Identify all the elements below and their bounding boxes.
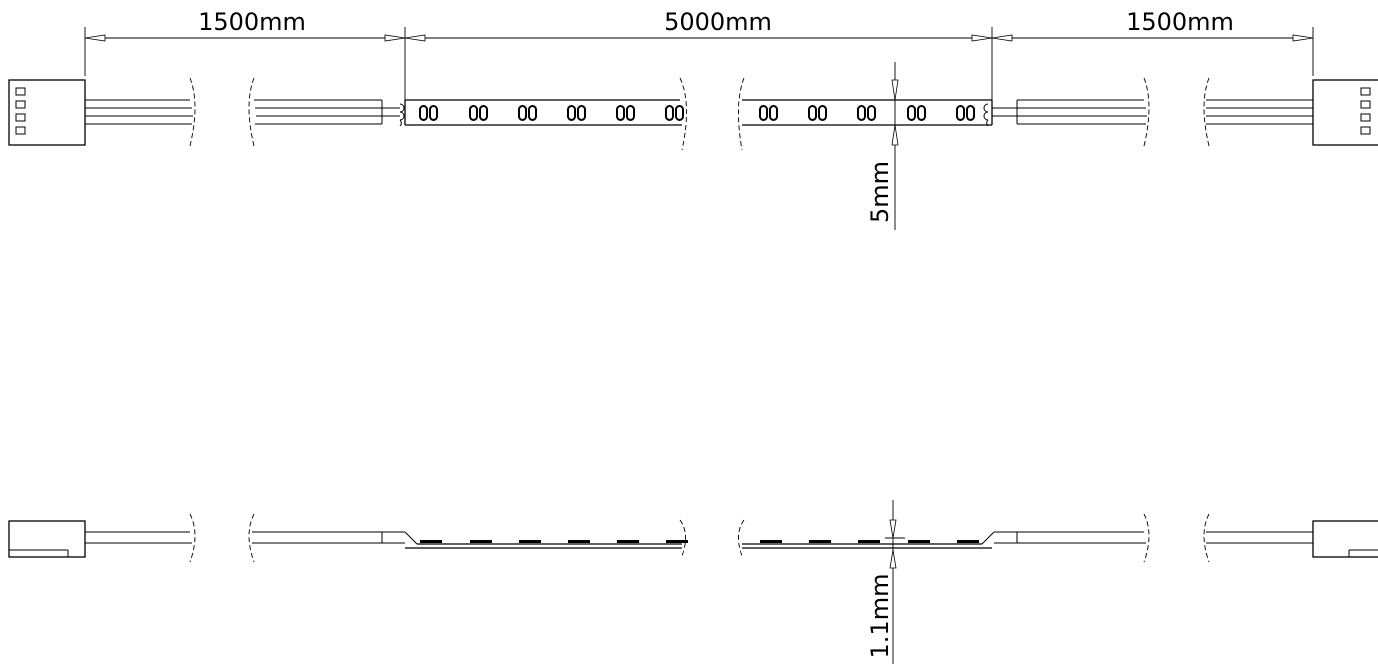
right-connector-side bbox=[1312, 520, 1378, 558]
led-chip bbox=[857, 105, 876, 121]
left-lead-wires bbox=[85, 77, 405, 147]
strip-width-label: 5mm bbox=[866, 161, 894, 223]
led-chip bbox=[469, 105, 488, 121]
led-chips-side-right bbox=[760, 540, 979, 543]
led-chip bbox=[419, 105, 438, 121]
led-chip bbox=[665, 105, 684, 121]
lead-left-length-label: 1500mm bbox=[198, 8, 306, 36]
top-view: 1500mm 5000mm 1500mm bbox=[8, 8, 1378, 230]
right-lead-side bbox=[994, 513, 1313, 563]
led-chip bbox=[567, 105, 586, 121]
right-lead-wires bbox=[983, 77, 1313, 147]
led-chip-side bbox=[809, 540, 831, 543]
led-chip bbox=[616, 105, 635, 121]
length-dimension-lines bbox=[84, 27, 1314, 100]
strip-segment-left bbox=[404, 77, 687, 151]
led-chips-right bbox=[759, 105, 975, 121]
width-dimension bbox=[891, 62, 899, 230]
strip-thickness-label: 1.1mm bbox=[866, 574, 894, 659]
strip-length-label: 5000mm bbox=[664, 8, 772, 36]
left-connector-side bbox=[8, 520, 86, 558]
led-chip bbox=[956, 105, 975, 121]
led-chip-side bbox=[519, 540, 541, 543]
led-chips-left bbox=[419, 105, 684, 121]
led-chip bbox=[759, 105, 778, 121]
led-chip-side bbox=[858, 540, 880, 543]
led-chip bbox=[808, 105, 827, 121]
left-connector bbox=[8, 79, 86, 146]
left-lead-side bbox=[85, 513, 405, 563]
led-chip-side bbox=[568, 540, 590, 543]
led-chip-side bbox=[760, 540, 782, 543]
thickness-dimension bbox=[885, 500, 905, 664]
strip-side-right bbox=[738, 519, 995, 557]
led-chip bbox=[518, 105, 537, 121]
led-chip-side bbox=[420, 540, 442, 543]
led-chip-side bbox=[908, 540, 930, 543]
side-view: 1.1mm bbox=[8, 500, 1378, 664]
led-chip bbox=[907, 105, 926, 121]
right-connector bbox=[1312, 79, 1378, 146]
strip-segment-right bbox=[737, 77, 993, 151]
led-chip-side bbox=[666, 540, 688, 543]
led-chip-side bbox=[957, 540, 979, 543]
strip-side-left bbox=[404, 519, 686, 557]
led-chips-side-left bbox=[420, 540, 688, 543]
lead-right-length-label: 1500mm bbox=[1126, 8, 1234, 36]
led-chip-side bbox=[617, 540, 639, 543]
led-chip-side bbox=[470, 540, 492, 543]
